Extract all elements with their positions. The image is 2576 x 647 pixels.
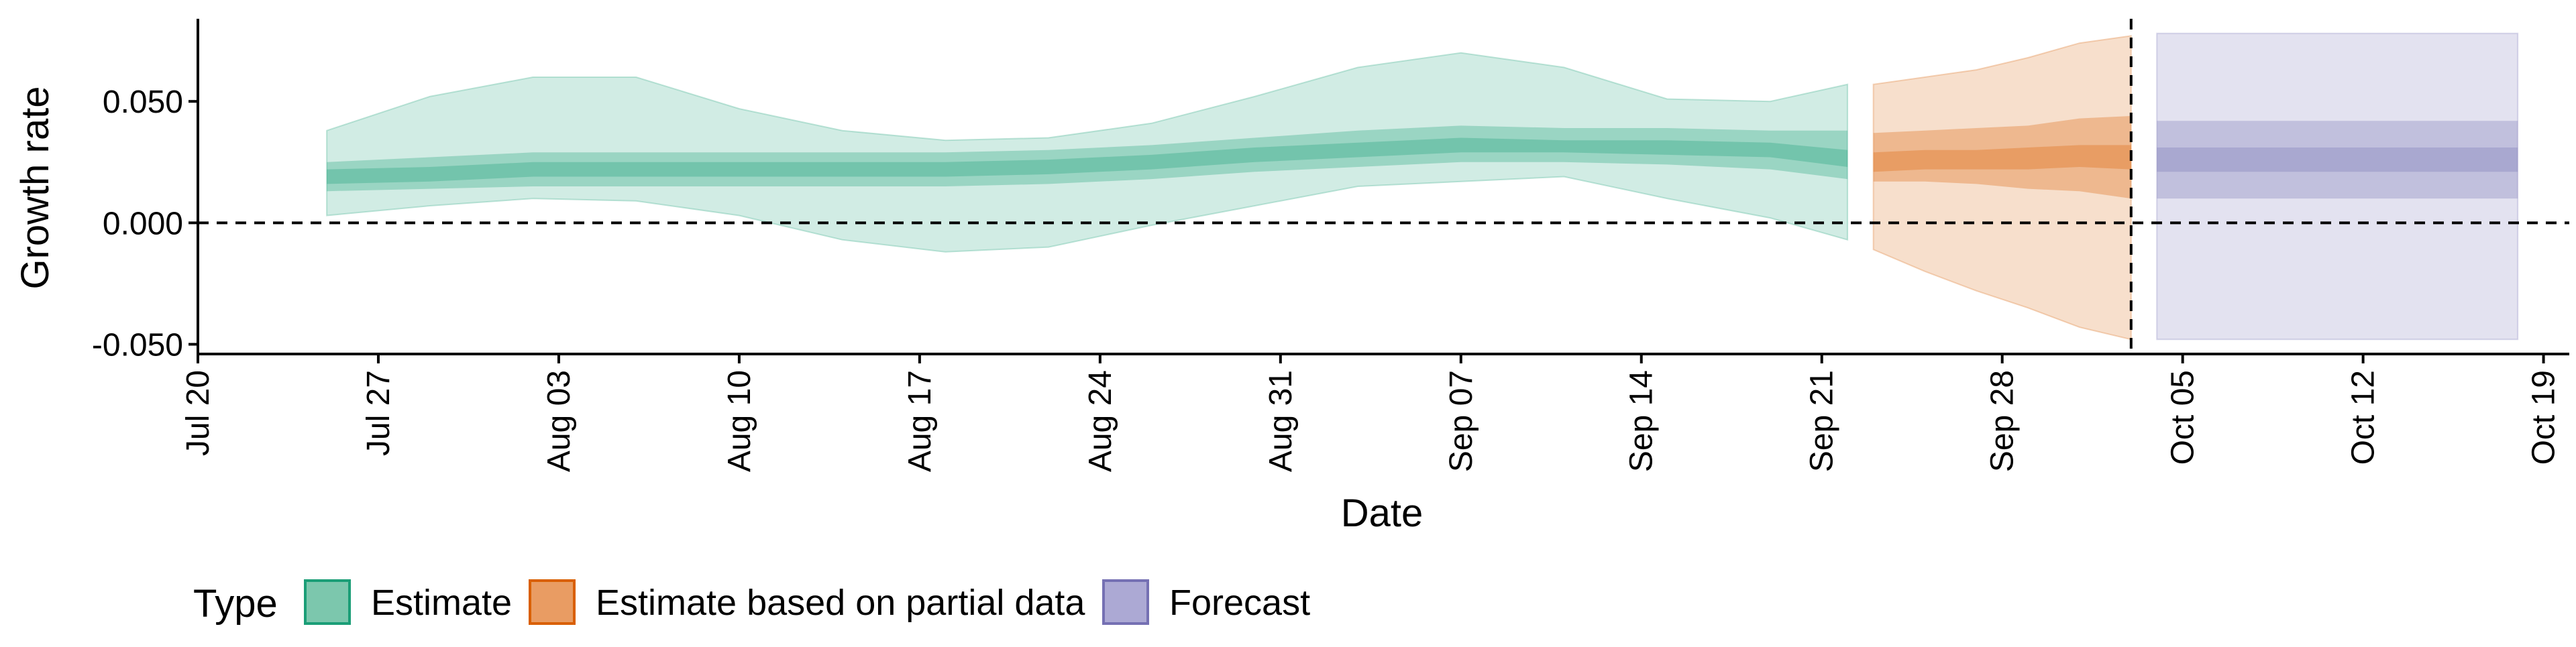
band-20-estimate-based-on-partial-data [1873, 145, 2131, 172]
x-tick-label: Oct 19 [2526, 370, 2562, 465]
x-tick-label: Oct 12 [2346, 370, 2381, 465]
reference-lines [198, 19, 2569, 354]
x-tick-label: Sep 28 [1985, 370, 2021, 472]
y-tick-label: 0.050 [103, 84, 183, 120]
y-tick-label: -0.050 [92, 328, 183, 363]
band-50-forecast [2157, 121, 2518, 199]
band-20-estimate [327, 137, 1848, 184]
band-90-estimate [326, 52, 1849, 253]
x-tick-label: Sep 14 [1624, 370, 1660, 472]
series-estimate [326, 52, 1849, 253]
series-forecast [2156, 32, 2519, 341]
x-tick-label: Jul 20 [180, 370, 216, 456]
x-tick-label: Aug 24 [1083, 370, 1118, 472]
series-estimate-based-on-partial-data [1872, 35, 2132, 341]
axes: 0.050 0.000 -0.050 Jul 20 Jul 27 Aug 03 Aug 10… [92, 19, 2569, 472]
x-tick-label: Aug 31 [1263, 370, 1299, 472]
legend-key-2 [1102, 579, 1149, 625]
x-axis-title: Date [1341, 491, 1424, 535]
x-tick-label: Oct 05 [2165, 370, 2201, 465]
x-tick-label: Sep 07 [1444, 370, 1479, 472]
legend-key-0 [304, 579, 351, 625]
y-axis-title: Growth rate [13, 86, 57, 290]
x-tick-label: Aug 10 [722, 370, 757, 472]
legend-title: Type [193, 582, 278, 626]
x-tick-label: Aug 03 [541, 370, 577, 472]
legend-label-0: Estimate [371, 583, 512, 623]
x-tick-label: Aug 17 [902, 370, 938, 472]
band-50-estimate-based-on-partial-data [1873, 115, 2131, 199]
legend-label-1: Estimate based on partial data [596, 583, 1085, 623]
x-tick-label: Sep 21 [1805, 370, 1840, 472]
x-tick-label: Jul 27 [361, 370, 396, 456]
y-tick-label: 0.000 [103, 206, 183, 241]
legend: Type Estimate Estimate based on partial d… [193, 579, 1310, 626]
bands-layer [326, 32, 2519, 341]
band-50-estimate [327, 125, 1848, 192]
legend-key-1 [529, 579, 576, 625]
band-20-forecast [2157, 148, 2518, 172]
band-90-forecast [2156, 32, 2519, 341]
legend-label-2: Forecast [1169, 583, 1310, 623]
